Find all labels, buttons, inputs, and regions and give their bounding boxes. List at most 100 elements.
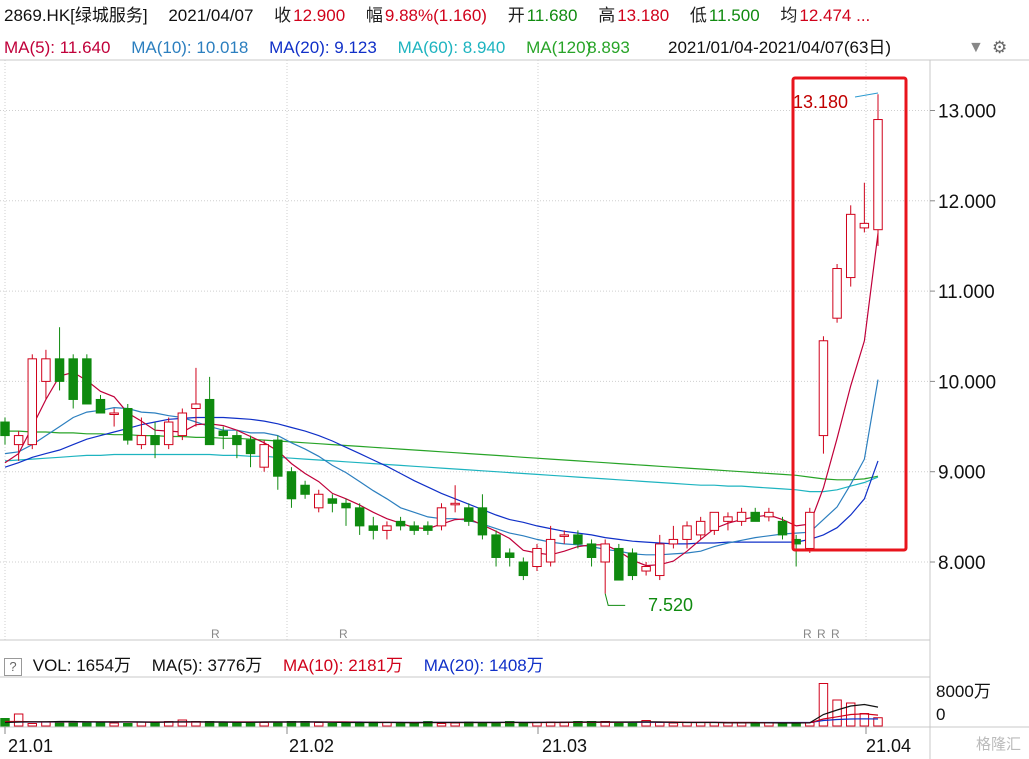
candle	[13, 431, 24, 461]
candle	[41, 349, 51, 400]
candle-body	[314, 493, 324, 509]
candle	[109, 408, 119, 427]
volume-bar	[859, 713, 870, 727]
volume-bar	[82, 722, 92, 727]
candle	[586, 539, 597, 567]
candle	[314, 489, 324, 513]
volume-bar	[450, 722, 460, 727]
candle	[150, 422, 160, 459]
candle-body	[818, 340, 829, 437]
volume-bar	[655, 722, 665, 727]
candle-body	[423, 525, 433, 531]
candle-body	[873, 119, 883, 231]
chart-grid	[0, 59, 1029, 759]
volume-bar	[873, 717, 883, 727]
quote-date: 2021/04/07	[168, 6, 254, 25]
volume-bar	[218, 722, 228, 727]
min-price-label: 7.520	[648, 595, 693, 615]
candle	[0, 417, 10, 445]
candle	[845, 205, 856, 287]
candle	[68, 354, 78, 409]
candle-body	[504, 552, 515, 558]
volume-bar	[518, 722, 529, 727]
candle	[873, 94, 883, 246]
candle	[395, 516, 406, 531]
candle-body	[41, 358, 51, 382]
ma120-legend: MA(120)	[526, 38, 592, 57]
candle	[300, 480, 310, 499]
candle	[614, 543, 624, 581]
date-axis: 21.01 21.02 21.03 21.04	[4, 727, 911, 756]
change-value: 9.88%(1.160)	[384, 6, 487, 25]
volume-bar	[259, 722, 269, 727]
volume-bar	[423, 721, 433, 727]
y-tick-label: 8.000	[938, 553, 986, 574]
candle	[777, 516, 788, 540]
vol-tick-label: 8000万	[936, 682, 991, 701]
candle	[27, 354, 38, 450]
candle-body	[95, 398, 106, 414]
candle	[354, 503, 365, 535]
vol-ma20-legend: MA(20): 1408万	[423, 656, 544, 675]
candle-body	[641, 566, 651, 572]
volume-bar	[832, 699, 842, 727]
candle	[518, 557, 529, 581]
candle-body	[300, 484, 310, 495]
candle	[368, 516, 379, 540]
candle-body	[341, 502, 351, 509]
candle	[559, 530, 569, 544]
volume-panel: 8000万 0	[0, 676, 1029, 728]
volume-bar	[95, 722, 106, 727]
close-label: 收	[274, 6, 292, 25]
candle-body	[68, 358, 78, 400]
candle-body	[123, 407, 133, 441]
settings-gear-icon[interactable]: ⚙	[992, 38, 1008, 57]
candle	[82, 354, 92, 405]
ma5-legend: MA(5): 11.640	[4, 38, 111, 57]
candle-body	[655, 543, 665, 577]
candle-body	[286, 471, 297, 500]
candle	[450, 485, 460, 513]
close-value: 12.900	[293, 6, 346, 25]
low-value: 11.500	[708, 6, 760, 25]
dropdown-icon[interactable]: ▼	[968, 39, 984, 56]
candle-body	[245, 439, 256, 455]
candle-body	[82, 358, 92, 405]
candle-body	[382, 525, 392, 531]
volume-bar	[314, 722, 324, 727]
candle-body	[163, 421, 174, 446]
candle	[245, 435, 256, 468]
vol-legend: VOL: 1654万	[32, 656, 132, 675]
open-label: 开	[507, 6, 525, 25]
candle-body	[27, 358, 38, 446]
candle	[423, 521, 433, 535]
candle-body	[845, 213, 856, 279]
candle	[627, 548, 638, 581]
open-value: 11.680	[526, 6, 578, 25]
volume-bar	[777, 723, 788, 727]
ma20-legend: MA(20): 9.123	[269, 38, 377, 57]
y-tick-label: 10.000	[938, 372, 996, 393]
ma120-value-overlap: 8.893	[587, 38, 630, 57]
candle-body	[0, 421, 10, 437]
candle-body	[559, 534, 569, 537]
help-icon[interactable]: ?	[4, 658, 22, 676]
candle	[504, 548, 515, 567]
volume-bar	[232, 722, 242, 727]
volume-bar	[13, 713, 24, 727]
ex-right-mark: R	[831, 627, 840, 641]
candle-body	[150, 435, 160, 446]
candle-body	[627, 552, 638, 577]
candle-body	[668, 538, 679, 545]
vol-tick-label: 0	[936, 705, 945, 724]
candle-body	[682, 525, 692, 540]
low-label: 低	[689, 6, 707, 25]
candle-body	[464, 507, 474, 522]
candle-body	[109, 412, 119, 416]
volume-bar	[614, 722, 624, 727]
candle	[232, 431, 242, 459]
stock-code[interactable]: 2869.HK[绿城服务]	[4, 6, 148, 25]
candle-body	[13, 435, 24, 446]
